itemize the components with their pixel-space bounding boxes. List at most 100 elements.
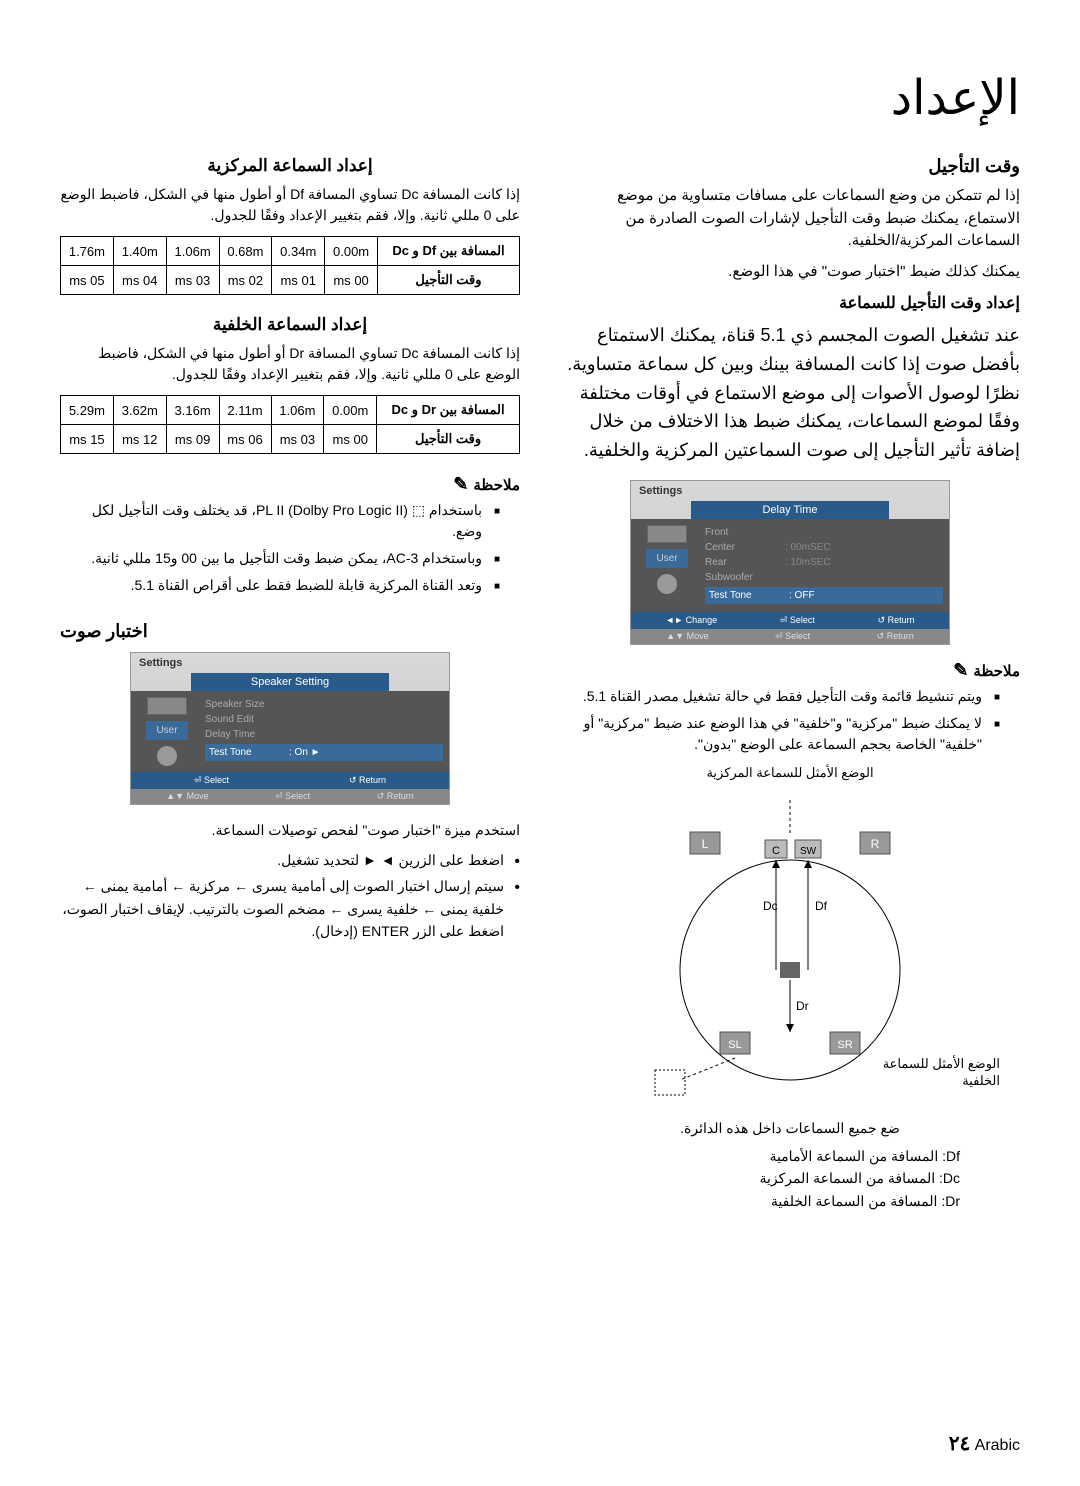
table-cell: 3.16m	[166, 396, 219, 425]
table-cell: 5.29m	[61, 396, 114, 425]
svg-text:Df: Df	[815, 899, 828, 913]
table-cell: 1.06m	[271, 396, 324, 425]
footer-item: ▲▼ Move	[666, 631, 708, 642]
row-val: : 10mSEC	[785, 557, 831, 568]
center-table: المسافة بين Df و Dc 0.00m 0.34m 0.68m 1.…	[60, 236, 520, 295]
table-cell: 0.00m	[324, 396, 377, 425]
center-desc: إذا كانت المسافة Dc تساوي المسافة Df أو …	[60, 184, 520, 226]
row-label: Sound Edit	[205, 714, 285, 725]
rear-speaker-title: إعداد السماعة الخلفية	[60, 315, 520, 335]
note-item: باستخدام ⬚ PL II (Dolby Pro Logic II)، ق…	[60, 500, 500, 542]
row-label: Speaker Size	[205, 699, 285, 710]
page-footer: Arabic ٢٤	[941, 1431, 1020, 1456]
table-cell: 03 ms	[271, 425, 324, 454]
speaker-diagram: الوضع الأمثل للسماعة المركزية L R C SW D…	[620, 770, 960, 1110]
table-cell: 01 ms	[272, 266, 325, 295]
footer-item: ▲▼ Move	[166, 791, 208, 802]
table-cell: 05 ms	[61, 266, 114, 295]
user-label: User	[646, 549, 687, 568]
note-item: وتعد القناة المركزية قابلة للضبط فقط على…	[60, 575, 500, 596]
note-item: وباستخدام AC-3، يمكن ضبط وقت التأجيل ما …	[60, 548, 500, 569]
dist-dr: Dr: المسافة من السماعة الخلفية	[560, 1190, 960, 1212]
dist-dc: Dc: المسافة من السماعة المركزية	[560, 1167, 960, 1189]
footer-item: ◄► Change	[665, 615, 717, 626]
hl-val: : OFF	[789, 590, 815, 601]
rear-desc: إذا كانت المسافة Dc تساوي المسافة Dr أو …	[60, 343, 520, 385]
left-column: إعداد السماعة المركزية إذا كانت المسافة …	[60, 156, 520, 1212]
table-cell: 09 ms	[166, 425, 219, 454]
svg-text:SW: SW	[800, 846, 817, 857]
table-header: وقت التأجيل	[377, 266, 519, 295]
footer-item: ⏎ Select	[275, 791, 310, 802]
table-cell: 1.76m	[61, 237, 114, 266]
test-steps: اضغط على الزرين ◄ ► لتحديد تشغيل. سيتم إ…	[60, 849, 520, 943]
svg-text:L: L	[702, 837, 709, 851]
delay-title: وقت التأجيل	[560, 156, 1020, 177]
center-speaker-title: إعداد السماعة المركزية	[60, 156, 520, 176]
footer-item: ⏎ Select	[780, 615, 815, 626]
row-label: Center	[705, 542, 785, 553]
two-column-layout: وقت التأجيل إذا لم تتمكن من وضع السماعات…	[60, 156, 1020, 1212]
footer-page-num: ٢٤	[949, 1433, 970, 1455]
svg-text:Dr: Dr	[796, 999, 809, 1013]
svg-text:SR: SR	[837, 1039, 852, 1051]
panel-tab: Speaker Setting	[191, 673, 389, 691]
footer-item: ↺ Return	[349, 775, 386, 786]
row-label: Subwoofer	[705, 572, 785, 583]
settings-panel-delay: Settings Delay Time User Front Center: 0…	[630, 480, 950, 645]
svg-text:R: R	[871, 837, 880, 851]
table-cell: 2.11m	[219, 396, 271, 425]
rear-table: المسافة بين Dr و Dc 0.00m 1.06m 2.11m 3.…	[60, 395, 520, 454]
row-label: Front	[705, 527, 785, 538]
table-cell: 3.62m	[113, 396, 166, 425]
table-cell: 15 ms	[61, 425, 114, 454]
table-cell: 02 ms	[219, 266, 272, 295]
table-cell: 1.40m	[113, 237, 166, 266]
speaker-icon	[147, 697, 187, 715]
table-header: المسافة بين Dr و Dc	[377, 396, 520, 425]
row-label: Delay Time	[205, 729, 285, 740]
table-cell: 06 ms	[219, 425, 271, 454]
table-cell: 1.06m	[166, 237, 219, 266]
svg-text:C: C	[772, 845, 780, 857]
diagram-caption: ضع جميع السماعات داخل هذه الدائرة.	[560, 1120, 1020, 1137]
test-tone-title: اختبار صوت	[60, 621, 520, 642]
note-item: ويتم تنشيط قائمة وقت التأجيل فقط في حالة…	[560, 686, 1000, 707]
delay-p1: إذا لم تتمكن من وضع السماعات على مسافات …	[560, 185, 1020, 253]
diagram-top-label: الوضع الأمثل للسماعة المركزية	[620, 765, 960, 782]
note-heading: ملاحظة	[560, 660, 1020, 681]
table-cell: 12 ms	[113, 425, 166, 454]
distance-list: Df: المسافة من السماعة الأمامية Dc: المس…	[560, 1145, 1020, 1212]
svg-text:SL: SL	[728, 1039, 741, 1051]
hl-val: : On ►	[289, 747, 321, 758]
dist-df: Df: المسافة من السماعة الأمامية	[560, 1145, 960, 1167]
note-list: ويتم تنشيط قائمة وقت التأجيل فقط في حالة…	[560, 686, 1020, 755]
footer-lang: Arabic	[975, 1437, 1020, 1454]
row-val: : 00mSEC	[785, 542, 831, 553]
test-intro: استخدم ميزة "اختبار صوت" لفحص توصيلات ال…	[60, 820, 520, 841]
hl-label: Test Tone	[709, 590, 789, 601]
footer-item: ⏎ Select	[775, 631, 810, 642]
footer-item: ↺ Return	[377, 791, 414, 802]
table-cell: 00 ms	[325, 266, 378, 295]
knob-icon	[157, 746, 177, 766]
big-para: عند تشغيل الصوت المجسم ذي 5.1 قناة، يمكن…	[560, 321, 1020, 465]
row-label: Rear	[705, 557, 785, 568]
settings-panel-speaker: Settings Speaker Setting User Speaker Si…	[130, 652, 450, 805]
footer-item: ⏎ Select	[194, 775, 229, 786]
svg-text:Dc: Dc	[763, 899, 778, 913]
table-cell: 00 ms	[324, 425, 377, 454]
test-step: اضغط على الزرين ◄ ► لتحديد تشغيل.	[60, 849, 520, 871]
note-list-left: باستخدام ⬚ PL II (Dolby Pro Logic II)، ق…	[60, 500, 520, 596]
page-title: الإعداد	[60, 70, 1020, 126]
note-item: لا يمكنك ضبط "مركزية" و"خلفية" في هذا ال…	[560, 713, 1000, 755]
panel-header: Settings	[631, 481, 949, 501]
panel-tab: Delay Time	[691, 501, 889, 519]
footer-item: ↺ Return	[877, 631, 914, 642]
hl-label: Test Tone	[209, 747, 289, 758]
table-cell: 03 ms	[166, 266, 219, 295]
speaker-delay-title: إعداد وقت التأجيل للسماعة	[560, 293, 1020, 313]
knob-icon	[657, 574, 677, 594]
table-cell: 04 ms	[113, 266, 166, 295]
speaker-icon	[647, 525, 687, 543]
